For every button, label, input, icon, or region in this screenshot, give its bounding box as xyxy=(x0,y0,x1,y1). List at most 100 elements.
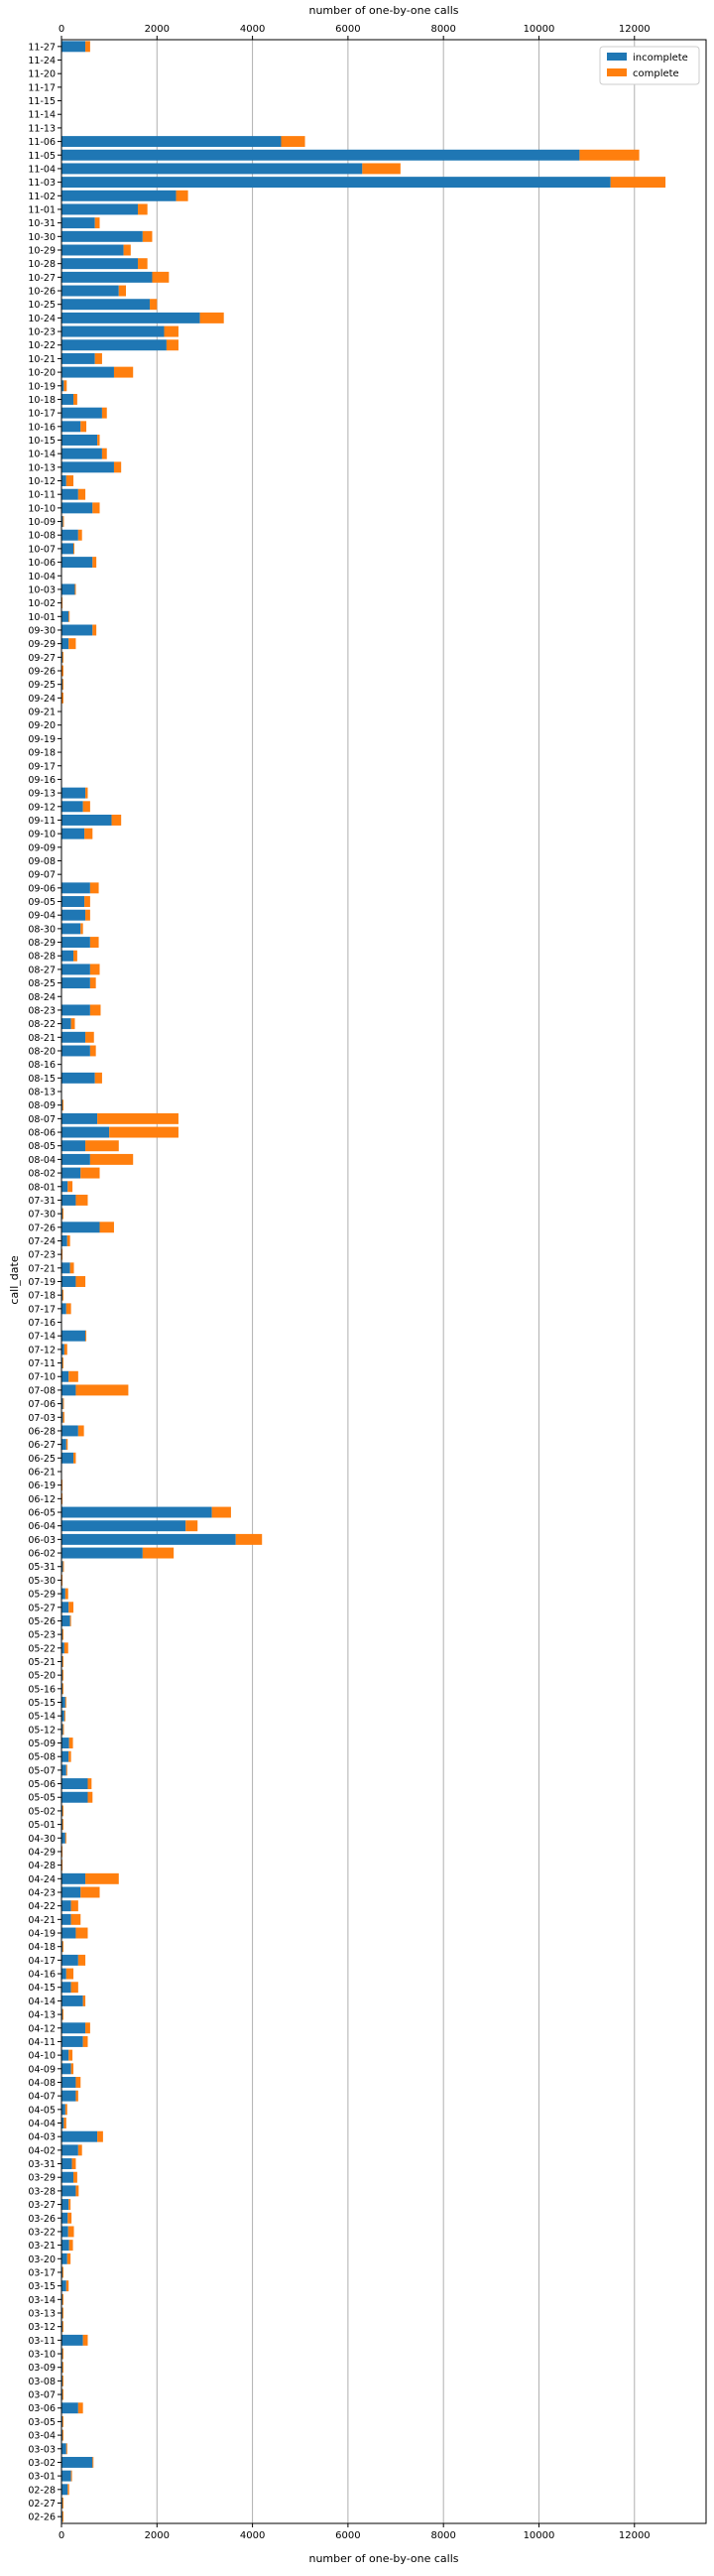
bar-incomplete-04-30 xyxy=(61,1833,65,1844)
bar-complete-03-29 xyxy=(73,2172,77,2183)
bar-incomplete-06-28 xyxy=(61,1425,78,1436)
y-tick-label: 05-15 xyxy=(28,1698,56,1709)
y-tick-label: 07-16 xyxy=(28,1318,56,1329)
y-tick-label: 07-12 xyxy=(28,1345,56,1355)
bar-complete-08-25 xyxy=(90,977,96,988)
y-tick-label: 03-14 xyxy=(28,2295,56,2306)
bar-incomplete-04-15 xyxy=(61,1982,71,1993)
bar-incomplete-10-15 xyxy=(61,435,97,446)
bar-complete-06-02 xyxy=(143,1548,174,1559)
y-tick-label: 11-24 xyxy=(28,56,56,66)
bar-complete-03-21 xyxy=(69,2240,73,2251)
y-tick-label: 09-21 xyxy=(28,708,56,718)
bar-complete-10-26 xyxy=(119,286,126,297)
bar-incomplete-10-08 xyxy=(61,530,78,541)
y-tick-label: 06-02 xyxy=(28,1549,56,1560)
y-tick-label: 04-15 xyxy=(28,1983,56,1994)
y-tick-label: 10-20 xyxy=(28,368,56,379)
bar-incomplete-06-02 xyxy=(61,1548,143,1559)
bar-complete-03-05 xyxy=(62,2416,63,2427)
bar-complete-09-24 xyxy=(61,693,62,704)
y-tick-label: 05-23 xyxy=(28,1630,56,1641)
legend: incomplete complete xyxy=(600,47,699,84)
y-tick-label: 05-09 xyxy=(28,1739,56,1749)
y-tick-label: 09-06 xyxy=(28,883,56,894)
bar-complete-05-05 xyxy=(87,1792,92,1803)
y-tick-label: 05-31 xyxy=(28,1562,56,1573)
bar-incomplete-10-03 xyxy=(61,583,74,594)
bar-complete-10-17 xyxy=(102,408,107,419)
bar-complete-10-14 xyxy=(102,449,107,459)
bar-complete-03-02 xyxy=(92,2457,93,2468)
bar-incomplete-10-18 xyxy=(61,394,73,405)
y-tick-label: 10-24 xyxy=(28,314,56,324)
bar-incomplete-11-27 xyxy=(61,41,85,52)
y-tick-label: 05-27 xyxy=(28,1603,56,1613)
bar-incomplete-03-03 xyxy=(61,2443,66,2454)
bar-complete-10-09 xyxy=(62,516,63,527)
bar-incomplete-09-04 xyxy=(61,910,85,921)
bar-complete-05-31 xyxy=(62,1561,63,1572)
bar-incomplete-09-06 xyxy=(61,882,90,893)
bar-incomplete-07-14 xyxy=(61,1331,85,1342)
y-tick-label: 03-08 xyxy=(28,2377,56,2387)
bar-incomplete-04-21 xyxy=(61,1914,71,1925)
y-tick-label: 04-05 xyxy=(28,2105,56,2116)
bar-incomplete-04-19 xyxy=(61,1928,75,1939)
bar-complete-10-06 xyxy=(92,557,96,568)
bar-complete-03-15 xyxy=(66,2280,68,2291)
bar-complete-08-20 xyxy=(90,1046,96,1057)
y-tick-label: 03-01 xyxy=(28,2472,56,2483)
bar-complete-05-02 xyxy=(62,1805,63,1816)
y-tick-label: 03-20 xyxy=(28,2254,56,2265)
bar-complete-08-28 xyxy=(73,951,77,962)
bar-complete-08-22 xyxy=(71,1018,75,1029)
bar-complete-03-09 xyxy=(62,2362,63,2373)
bar-incomplete-09-11 xyxy=(61,815,112,826)
y-tick-label: 11-17 xyxy=(28,82,56,93)
y-tick-label: 07-19 xyxy=(28,1277,56,1288)
bar-complete-10-18 xyxy=(73,394,77,405)
bar-complete-05-15 xyxy=(65,1697,66,1708)
bar-complete-10-25 xyxy=(150,299,157,310)
y-tick-label: 05-30 xyxy=(28,1576,56,1587)
y-tick-label: 03-17 xyxy=(28,2267,56,2278)
bar-incomplete-03-20 xyxy=(61,2254,67,2264)
y-tick-label: 08-07 xyxy=(28,1114,56,1125)
y-tick-label: 04-22 xyxy=(28,1901,56,1912)
y-tick-label: 05-29 xyxy=(28,1590,56,1601)
bar-complete-03-04 xyxy=(62,2430,63,2441)
y-axis-label: call_date xyxy=(8,1255,21,1304)
bar-complete-06-27 xyxy=(66,1439,67,1450)
bar-complete-05-01 xyxy=(62,1819,63,1830)
y-tick-label: 07-17 xyxy=(28,1304,56,1315)
y-tick-label: 08-04 xyxy=(28,1155,56,1166)
bar-incomplete-03-28 xyxy=(61,2185,75,2196)
bar-incomplete-03-02 xyxy=(61,2457,92,2468)
bar-incomplete-02-28 xyxy=(61,2484,67,2495)
y-tick-label: 08-29 xyxy=(28,938,56,949)
bar-complete-07-12 xyxy=(64,1344,67,1354)
y-tick-label: 04-21 xyxy=(28,1915,56,1926)
y-tick-label: 03-12 xyxy=(28,2322,56,2333)
bar-complete-10-24 xyxy=(200,313,224,323)
x-tick-label-top: 10000 xyxy=(524,24,555,35)
bar-incomplete-10-06 xyxy=(61,557,92,568)
bar-incomplete-08-21 xyxy=(61,1032,85,1043)
bar-complete-10-16 xyxy=(80,421,86,432)
bar-complete-11-03 xyxy=(611,177,665,188)
bar-incomplete-10-28 xyxy=(61,258,138,269)
bar-incomplete-11-06 xyxy=(61,136,281,147)
y-tick-label: 08-09 xyxy=(28,1100,56,1111)
y-tick-label: 07-11 xyxy=(28,1358,56,1369)
y-tick-label: 11-14 xyxy=(28,110,56,121)
y-tick-label: 06-27 xyxy=(28,1440,56,1451)
y-tick-label: 06-21 xyxy=(28,1467,56,1478)
bar-incomplete-04-03 xyxy=(61,2131,97,2142)
y-tick-label: 10-23 xyxy=(28,327,56,338)
bar-complete-08-15 xyxy=(95,1073,102,1084)
bar-complete-05-29 xyxy=(65,1589,68,1600)
y-tick-label: 04-08 xyxy=(28,2078,56,2089)
y-tick-label: 03-07 xyxy=(28,2390,56,2401)
bar-complete-03-13 xyxy=(62,2308,63,2319)
